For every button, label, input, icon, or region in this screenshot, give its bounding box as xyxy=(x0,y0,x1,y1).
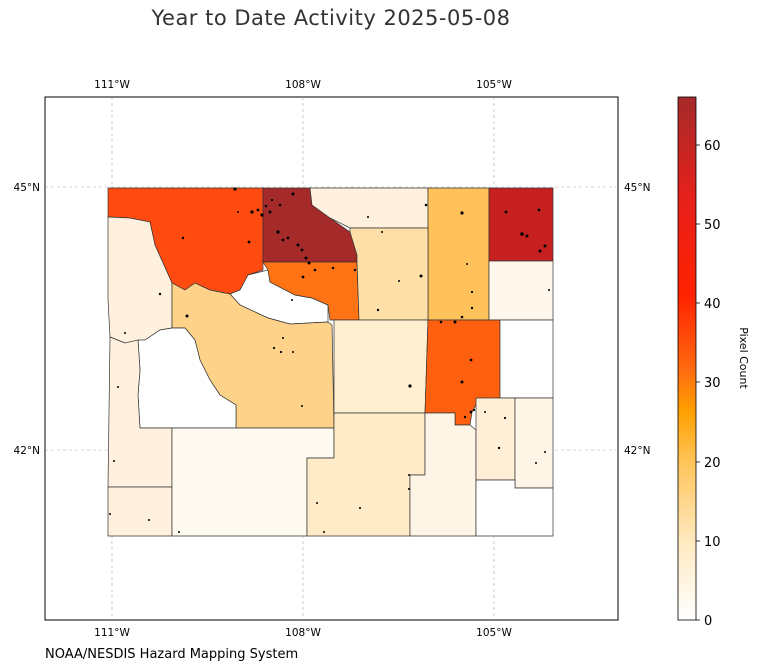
colorbar-tick-10: 10 xyxy=(704,535,721,550)
colorbar-label: Pixel Count xyxy=(737,327,750,389)
lon-tick-bottom-105: 105°W xyxy=(476,627,512,639)
counties xyxy=(107,187,554,537)
county-uinta xyxy=(107,486,173,537)
colorbar-tick-60: 60 xyxy=(704,139,721,154)
colorbar-ticks xyxy=(696,144,700,621)
colorbar-tick-0: 0 xyxy=(704,614,712,629)
source-credit: NOAA/NESDIS Hazard Mapping System xyxy=(45,647,299,662)
colorbar-tick-30: 30 xyxy=(704,376,721,391)
map-title: Year to Date Activity 2025-05-08 xyxy=(151,6,511,30)
colorbar-tick-40: 40 xyxy=(704,297,721,312)
county-campbell xyxy=(427,187,490,321)
lat-tick-right-42: 42°N xyxy=(624,445,650,457)
lon-tick-bottom-108: 108°W xyxy=(285,627,321,639)
lat-tick-left-45: 45°N xyxy=(14,182,40,194)
fire-detections xyxy=(109,187,550,533)
county-crook xyxy=(488,187,554,262)
lat-tick-left-42: 42°N xyxy=(14,445,40,457)
lat-tick-right-45: 45°N xyxy=(624,182,650,194)
lon-tick-top-105: 105°W xyxy=(476,79,512,91)
county-johnson xyxy=(349,227,429,321)
colorbar xyxy=(677,96,697,621)
lon-tick-top-111: 111°W xyxy=(94,79,130,91)
county-niobrara xyxy=(499,319,554,399)
colorbar-tick-20: 20 xyxy=(704,456,721,471)
colorbar-tick-50: 50 xyxy=(704,218,721,233)
lon-tick-bottom-111: 111°W xyxy=(94,627,130,639)
lon-tick-top-108: 108°W xyxy=(285,79,321,91)
county-platte xyxy=(475,397,516,481)
county-laramie xyxy=(475,479,554,537)
county-weston xyxy=(488,260,554,321)
county-washakie xyxy=(262,261,360,321)
county-natrona xyxy=(333,319,429,414)
county-goshen xyxy=(514,397,554,489)
